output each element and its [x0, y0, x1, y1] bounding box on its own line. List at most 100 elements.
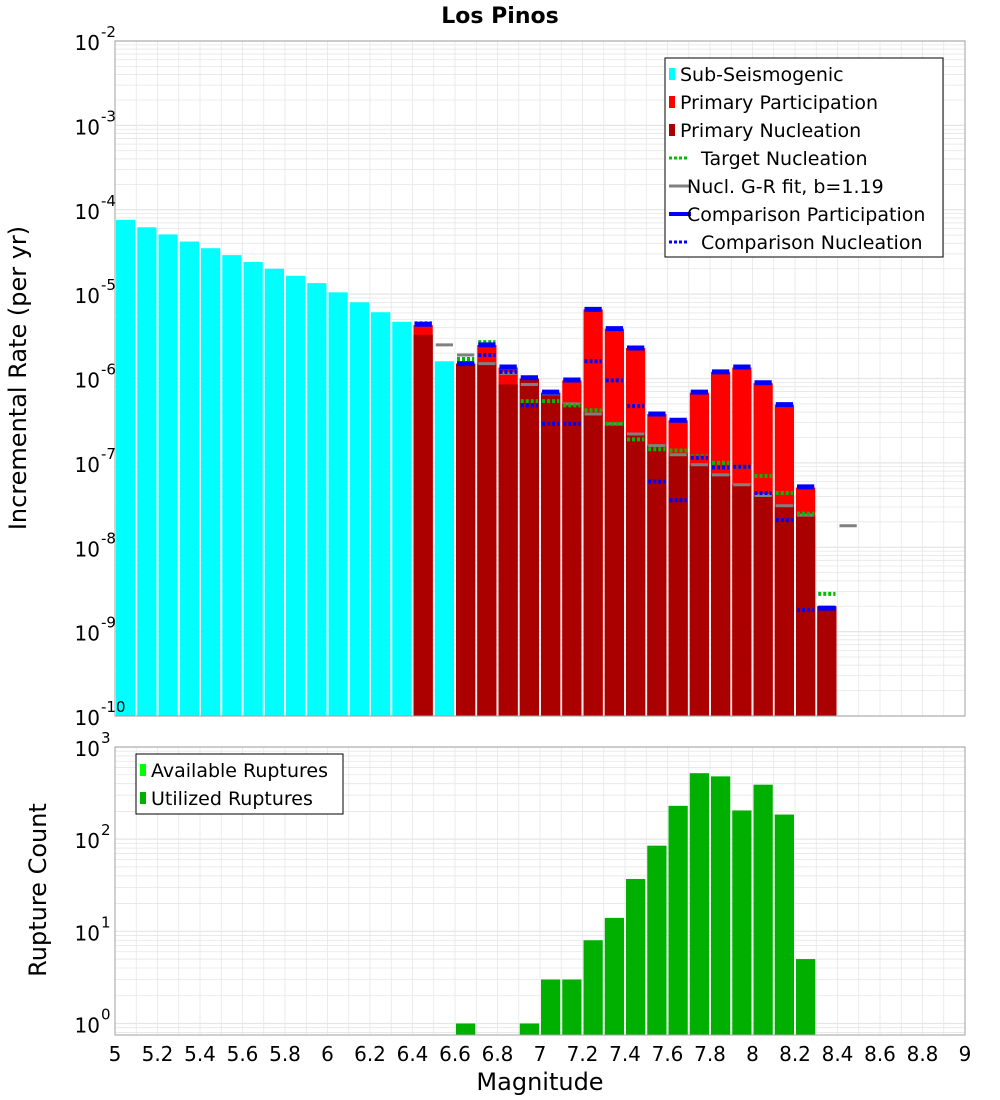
bottom-legend: Available Ruptures Utilized Ruptures: [135, 753, 344, 815]
sub-seismogenic-bar: [392, 321, 412, 716]
x-tick-label: 9: [959, 1042, 972, 1066]
top-legend-label: Target Nucleation: [700, 148, 868, 170]
sub-seismogenic-bar: [243, 262, 263, 716]
x-tick-label: 6.4: [397, 1042, 429, 1066]
sub-seismogenic-bar: [349, 302, 369, 716]
primary-nucleation-bar: [626, 433, 646, 716]
primary-nucleation-bar: [477, 363, 497, 716]
x-tick-label: 8.4: [822, 1042, 854, 1066]
primary-nucleation-bar: [732, 484, 752, 716]
top-y-tick-exponent: -9: [101, 614, 116, 632]
sub-seismogenic-bar: [222, 255, 242, 716]
top-legend-swatch: [669, 96, 675, 108]
bottom-y-tick-exponent: 2: [101, 821, 111, 839]
chart-title: Los Pinos: [441, 4, 558, 29]
top-legend-label: Primary Participation: [680, 92, 878, 114]
utilized-ruptures-bar: [753, 784, 773, 1035]
bottom-y-tick-base: 10: [75, 921, 100, 945]
x-tick-label: 7: [534, 1042, 547, 1066]
top-legend-label: Nucl. G-R fit, b=1.19: [687, 176, 884, 198]
sub-seismogenic-bar: [286, 275, 306, 716]
x-tick-label: 5.4: [184, 1042, 216, 1066]
bottom-legend-swatch: [140, 792, 146, 804]
primary-nucleation-bar: [668, 453, 688, 716]
top-y-tick-exponent: -8: [101, 529, 116, 547]
bottom-y-tick-exponent: 3: [101, 729, 111, 747]
primary-nucleation-bar: [753, 494, 773, 716]
sub-seismogenic-bar: [201, 248, 221, 717]
bottom-y-axis-label: Rupture Count: [24, 803, 52, 977]
top-y-tick-base: 10: [75, 369, 100, 393]
x-tick-label: 6.6: [439, 1042, 471, 1066]
primary-nucleation-bar: [711, 475, 731, 716]
sub-seismogenic-bar: [264, 268, 284, 716]
x-tick-label: 7.4: [609, 1042, 641, 1066]
utilized-ruptures-bar: [647, 845, 667, 1035]
top-legend: Sub-Seismogenic Primary Participation Prim…: [664, 57, 944, 258]
primary-nucleation-bar: [796, 515, 816, 716]
utilized-ruptures-bar: [796, 959, 816, 1035]
utilized-ruptures-bar: [689, 773, 709, 1035]
x-tick-label: 8.2: [779, 1042, 811, 1066]
utilized-ruptures-bar: [562, 979, 582, 1035]
top-legend-swatch: [669, 68, 675, 80]
utilized-ruptures-bar: [732, 810, 752, 1035]
primary-nucleation-bar: [519, 378, 539, 716]
top-y-tick-base: 10: [75, 284, 100, 308]
bottom-legend-label: Utilized Ruptures: [151, 788, 313, 810]
utilized-ruptures-bar: [626, 878, 646, 1035]
x-tick-label: 8.8: [907, 1042, 939, 1066]
utilized-ruptures-bar: [711, 776, 731, 1035]
top-y-tick-base: 10: [75, 537, 100, 561]
top-y-tick-exponent: -7: [101, 445, 116, 463]
top-y-tick-base: 10: [75, 622, 100, 646]
sub-seismogenic-bar: [158, 234, 178, 716]
top-y-tick-exponent: -4: [101, 192, 116, 210]
primary-nucleation-bar: [817, 606, 837, 716]
bottom-legend-box: [135, 753, 344, 815]
sub-seismogenic-bar: [116, 219, 136, 717]
bottom-legend-label: Available Ruptures: [151, 760, 328, 782]
top-legend-label: Comparison Nucleation: [701, 232, 923, 254]
bottom-plot-frame: [114, 746, 966, 1036]
x-tick-label: 7.6: [652, 1042, 684, 1066]
primary-nucleation-bar: [689, 464, 709, 716]
bottom-y-tick-exponent: 1: [101, 913, 111, 931]
top-y-tick-exponent: -10: [101, 698, 126, 716]
x-tick-label: 6: [321, 1042, 334, 1066]
bottom-y-tick-exponent: 0: [101, 1005, 111, 1023]
x-tick-label: 5.6: [227, 1042, 259, 1066]
sub-seismogenic-bar: [137, 227, 157, 716]
bottom-y-tick-base: 10: [75, 1013, 100, 1037]
x-tick-label: 5.8: [269, 1042, 301, 1066]
x-axis-label: Magnitude: [476, 1068, 603, 1096]
sub-seismogenic-bar: [307, 283, 327, 716]
bottom-y-tick-base: 10: [75, 829, 100, 853]
top-y-tick-base: 10: [75, 200, 100, 224]
top-legend-label: Sub-Seismogenic: [680, 64, 844, 86]
top-legend-box: [664, 57, 944, 258]
bottom-y-tick-base: 10: [75, 737, 100, 761]
top-y-tick-exponent: -2: [101, 23, 116, 41]
top-plot-bars: [116, 219, 837, 717]
utilized-ruptures-bar: [456, 1023, 476, 1035]
primary-nucleation-bar: [498, 384, 518, 716]
utilized-ruptures-bar: [541, 979, 561, 1035]
sub-seismogenic-bar: [328, 292, 348, 716]
primary-nucleation-bar: [413, 334, 433, 716]
top-legend-label: Comparison Participation: [687, 204, 925, 226]
x-tick-label: 7.2: [567, 1042, 599, 1066]
top-y-tick-exponent: -5: [101, 276, 116, 294]
top-legend-label: Primary Nucleation: [680, 120, 861, 142]
sub-seismogenic-bar: [179, 241, 199, 717]
sub-seismogenic-bar: [434, 361, 454, 716]
primary-nucleation-bar: [541, 392, 561, 716]
utilized-ruptures-bar: [774, 814, 794, 1035]
x-tick-labels: 5 5.2 5.4 5.6 5.8 6 6.2 6.4 6.6 6.8 7 7.2 7.4 7.6 7.8 8…: [109, 1042, 972, 1066]
top-y-axis-label: Incremental Rate (per yr): [4, 226, 32, 530]
primary-nucleation-bar: [456, 363, 476, 716]
x-tick-label: 7.8: [694, 1042, 726, 1066]
